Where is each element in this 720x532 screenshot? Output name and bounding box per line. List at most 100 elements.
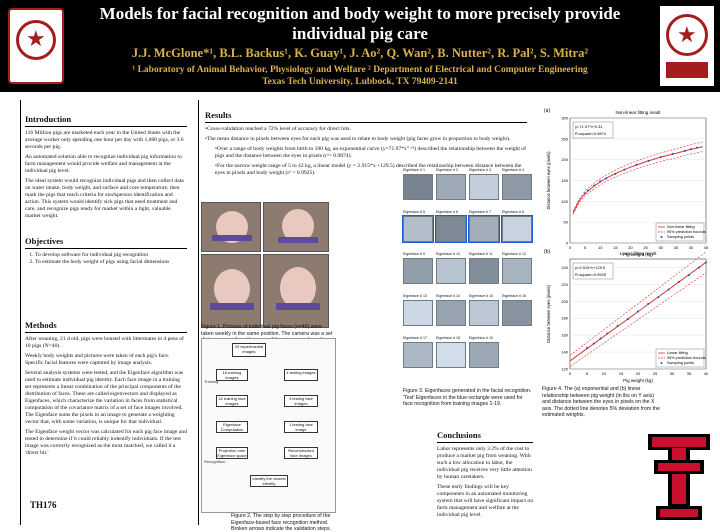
conclusions-heading: Conclusions — [437, 430, 481, 440]
sampling-point — [695, 146, 698, 149]
x-tick-label: 20 — [636, 371, 641, 376]
y-tick-label: 200 — [561, 299, 568, 304]
y-tick-label: 120 — [561, 367, 568, 372]
sampling-point — [592, 342, 595, 345]
eigenface-label: Eigenface # 9 — [403, 252, 425, 256]
eigenface-image — [403, 300, 433, 326]
left-column: Introduction 116 Million pigs are market… — [20, 100, 190, 525]
eigenface-image — [436, 300, 466, 326]
intro-paragraph-1: 116 Million pigs are marketed each year … — [25, 130, 184, 150]
x-tick-label: 5 — [584, 245, 587, 250]
x-tick-label: 30 — [658, 245, 663, 250]
legend-entry: Non-linear fitting — [667, 225, 695, 229]
sampling-point — [671, 152, 674, 155]
prediction-bound-lower — [569, 272, 707, 367]
chart-b-svg: (b) Linear fitting result1201401601802002… — [544, 249, 709, 383]
eigenface-label: Eigenface # 3 — [469, 168, 491, 172]
double-t-icon — [648, 434, 710, 520]
x-tick-label: 20 — [628, 245, 633, 250]
chart-title: Non-linear fitting result — [615, 110, 661, 115]
objectives-heading: Objectives — [25, 236, 64, 246]
texas-tech-logo — [646, 430, 712, 525]
sampling-point — [667, 288, 670, 291]
eigenface-label: Eigenface # 5 — [403, 210, 425, 214]
y-tick-label: 150 — [561, 178, 568, 183]
y-axis-label: Distance between eyes (pixels) — [546, 151, 551, 210]
legend-entry: 95% prediction bounds — [667, 230, 706, 234]
flow-box: 16 training images — [216, 369, 248, 381]
sampling-point — [587, 189, 590, 192]
x-tick-label: 35 — [674, 245, 679, 250]
sampling-point — [626, 318, 629, 321]
y-tick-label: 250 — [561, 136, 568, 141]
eigenface-label: Eigenface # 10 — [436, 252, 460, 256]
eigenface-image — [435, 215, 467, 243]
intro-paragraph-3: The ideal system would recognize individ… — [25, 178, 184, 219]
eigenface-image — [502, 174, 532, 200]
conclusions-section: Conclusions Labor represents only 3.2% o… — [437, 430, 533, 522]
figure-4-caption: Figure 4. The (a) exponential and (b) li… — [542, 386, 660, 418]
sampling-point — [599, 337, 602, 340]
chart-panel-label: (b) — [544, 249, 550, 255]
results-bullet-4: •For the narrow weight range of 5 to 42 … — [215, 163, 522, 176]
eigenface-label: Eigenface # 8 — [502, 210, 524, 214]
legend-swatch — [660, 236, 663, 238]
flow-box: 4 testing face images — [284, 395, 318, 407]
y-tick-label: 50 — [564, 220, 569, 225]
affiliation-line-1: ¹ Laboratory of Animal Behavior, Physiol… — [132, 65, 588, 75]
prediction-bound-upper — [569, 251, 707, 356]
star-icon: ★ — [26, 26, 46, 51]
legend-entry: Linear fitting — [667, 351, 688, 355]
eigenface-image — [502, 258, 532, 284]
eigenface-label: Eigenface # 6 — [436, 210, 458, 214]
sampling-point — [605, 177, 608, 180]
seal-ring-icon — [16, 20, 56, 60]
sampling-point — [677, 280, 680, 283]
eigenface-label: Eigenface # 14 — [436, 294, 460, 298]
eigenface-image — [403, 174, 433, 200]
eigenface-label: Eigenface # 19 — [469, 336, 493, 340]
eigenface-image — [502, 300, 532, 326]
objectives-section: Objectives To develop software for indiv… — [25, 236, 187, 266]
flow-box: 20 experimental images — [232, 343, 266, 357]
poster-title: Models for facial recognition and body w… — [99, 4, 621, 43]
x-tick-label: 45 — [704, 245, 709, 250]
x-axis-label: Pig weight (kg) — [623, 378, 653, 383]
legend-swatch — [660, 362, 663, 364]
results-bullet-3: •Over a range of body weights from birth… — [215, 146, 526, 159]
sampling-point — [647, 159, 650, 162]
eigenface-image — [501, 215, 533, 243]
legend-entry: Sampling points — [667, 361, 694, 365]
flow-box: 1 testing face image — [284, 421, 318, 433]
legend-box — [655, 222, 705, 242]
y-tick-label: 140 — [561, 350, 568, 355]
objective-item: To develop software for individual pig r… — [35, 252, 187, 259]
objective-item: To estimate the body weight of pigs usin… — [35, 259, 187, 266]
x-tick-label: 30 — [670, 371, 675, 376]
pig-photo — [201, 202, 261, 252]
methods-heading: Methods — [25, 320, 57, 330]
figure-3-eigenfaces: Eigenface # 1 Eigenface # 2 Eigenface # 3 E… — [402, 168, 535, 383]
introduction-section: Introduction 116 Million pigs are market… — [25, 114, 187, 223]
x-tick-label: 40 — [689, 245, 694, 250]
sampling-point — [698, 266, 701, 269]
y-tick-label: 240 — [561, 265, 568, 270]
y-tick-label: 300 — [561, 116, 568, 121]
results-heading: Results — [205, 110, 232, 120]
x-tick-label: 0 — [569, 371, 572, 376]
x-tick-label: 15 — [613, 245, 618, 250]
x-axis-label: Pig weight (kg) — [623, 252, 653, 257]
logo-bar — [666, 62, 708, 78]
sampling-point — [689, 148, 692, 151]
seal-ring-icon — [666, 14, 708, 56]
chart-a: (a) Non-linear fitting result 0 50 100 150 200… — [542, 104, 712, 259]
eigenface-label: Eigenface # 4 — [502, 168, 524, 172]
sampling-point — [606, 332, 609, 335]
x-tick-label: 10 — [602, 371, 607, 376]
flow-side-label: Training — [204, 379, 219, 384]
eigenface-image — [402, 215, 434, 243]
sampling-point — [623, 168, 626, 171]
y-tick-label: 0 — [566, 241, 569, 246]
y-tick-label: 160 — [561, 333, 568, 338]
y-axis-label: Distance between eyes (pixels) — [546, 284, 551, 343]
